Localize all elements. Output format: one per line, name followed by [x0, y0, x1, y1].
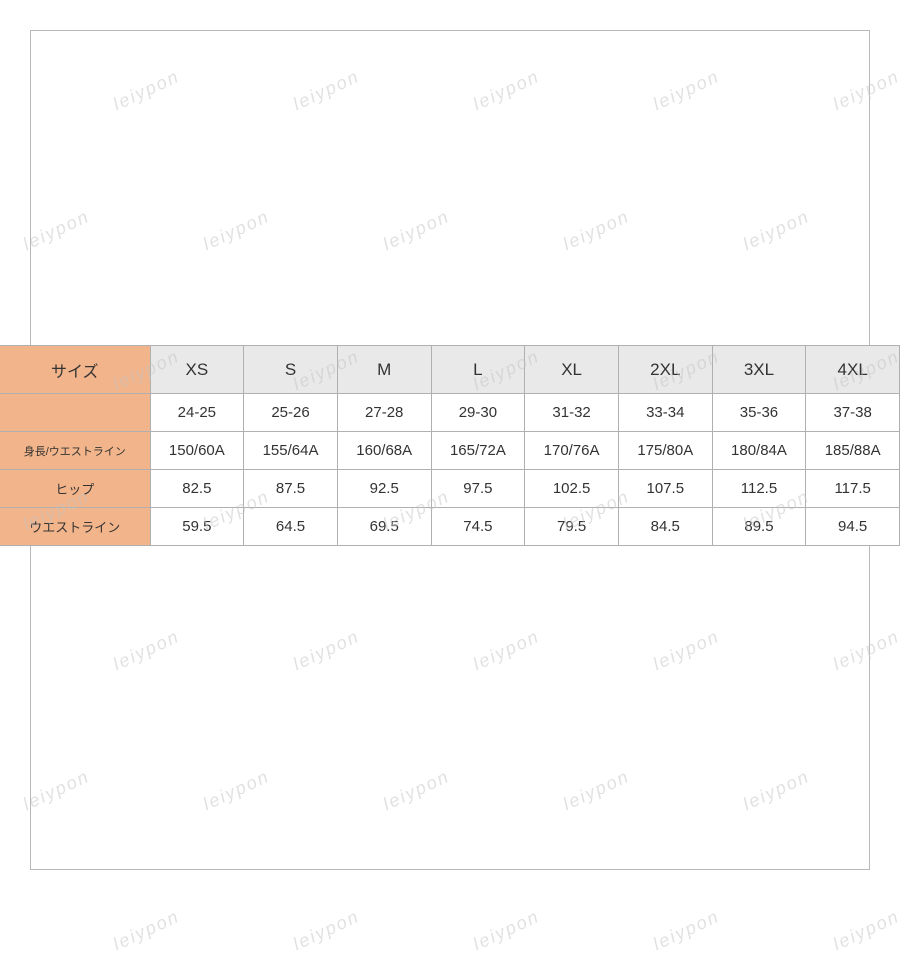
table-cell: 33-34 [618, 394, 712, 432]
size-table: サイズ XS S M L XL 2XL 3XL 4XL 24-25 25-26 … [0, 345, 900, 546]
table-cell: 155/64A [244, 432, 338, 470]
table-cell: 27-28 [337, 394, 431, 432]
col-header: L [431, 346, 525, 394]
table-cell: 37-38 [806, 394, 900, 432]
col-header: 2XL [618, 346, 712, 394]
watermark-text: leiypon [0, 66, 4, 115]
table-row: ウエストライン 59.5 64.5 69.5 74.5 79.5 84.5 89… [0, 508, 900, 546]
table-cell: 25-26 [244, 394, 338, 432]
row-label [0, 394, 150, 432]
table-row: 身長/ウエストライン 150/60A 155/64A 160/68A 165/7… [0, 432, 900, 470]
row-label: ウエストライン [0, 508, 150, 546]
col-header: S [244, 346, 338, 394]
table-row: ヒップ 82.5 87.5 92.5 97.5 102.5 107.5 112.… [0, 470, 900, 508]
table-cell: 59.5 [150, 508, 244, 546]
table-cell: 175/80A [618, 432, 712, 470]
table-cell: 74.5 [431, 508, 525, 546]
table-cell: 165/72A [431, 432, 525, 470]
watermark-text: leiypon [470, 906, 543, 955]
table-cell: 180/84A [712, 432, 806, 470]
table-cell: 84.5 [618, 508, 712, 546]
row-label: ヒップ [0, 470, 150, 508]
table-cell: 97.5 [431, 470, 525, 508]
table-cell: 112.5 [712, 470, 806, 508]
col-header: 4XL [806, 346, 900, 394]
col-header: XL [525, 346, 619, 394]
table-cell: 29-30 [431, 394, 525, 432]
table-cell: 79.5 [525, 508, 619, 546]
table-cell: 64.5 [244, 508, 338, 546]
table-cell: 170/76A [525, 432, 619, 470]
col-header: M [337, 346, 431, 394]
table-cell: 69.5 [337, 508, 431, 546]
table-cell: 35-36 [712, 394, 806, 432]
table-row: 24-25 25-26 27-28 29-30 31-32 33-34 35-3… [0, 394, 900, 432]
watermark-text: leiypon [0, 906, 4, 955]
table-cell: 31-32 [525, 394, 619, 432]
table-cell: 89.5 [712, 508, 806, 546]
watermark-text: leiypon [650, 906, 723, 955]
table-cell: 150/60A [150, 432, 244, 470]
watermark-text: leiypon [110, 906, 183, 955]
table-cell: 82.5 [150, 470, 244, 508]
watermark-text: leiypon [290, 906, 363, 955]
table-cell: 185/88A [806, 432, 900, 470]
table-cell: 102.5 [525, 470, 619, 508]
table-cell: 160/68A [337, 432, 431, 470]
table-cell: 94.5 [806, 508, 900, 546]
col-header: 3XL [712, 346, 806, 394]
table-cell: 87.5 [244, 470, 338, 508]
watermark-text: leiypon [830, 906, 900, 955]
table-header-row: サイズ XS S M L XL 2XL 3XL 4XL [0, 346, 900, 394]
watermark-text: leiypon [0, 626, 4, 675]
table-cell: 117.5 [806, 470, 900, 508]
table-cell: 107.5 [618, 470, 712, 508]
col-header: XS [150, 346, 244, 394]
size-table-container: サイズ XS S M L XL 2XL 3XL 4XL 24-25 25-26 … [0, 345, 900, 546]
row-label: 身長/ウエストライン [0, 432, 150, 470]
size-label: サイズ [0, 346, 150, 394]
table-cell: 92.5 [337, 470, 431, 508]
table-cell: 24-25 [150, 394, 244, 432]
